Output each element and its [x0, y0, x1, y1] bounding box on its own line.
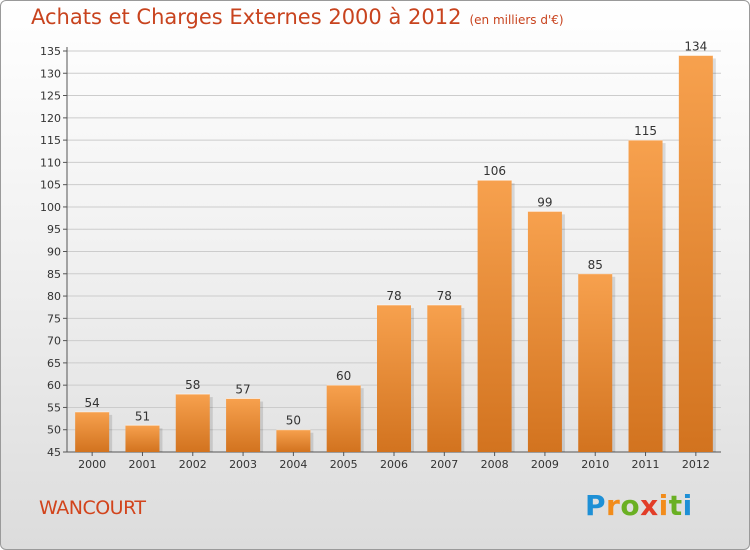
bar [125, 425, 160, 452]
value-label: 58 [185, 378, 200, 392]
bar [477, 180, 512, 452]
y-tick-label: 70 [47, 335, 61, 348]
labels: 54 2000 51 2001 58 2002 57 2003 50 2004 60 2005 78 20… [78, 39, 710, 471]
x-tick-label: 2004 [279, 458, 307, 471]
x-tick-label: 2009 [531, 458, 559, 471]
bar [226, 398, 261, 452]
axes: 45 50 55 60 65 70 75 80 85 90 95 100 105 110 115 120 125… [40, 45, 721, 459]
bar [527, 211, 562, 452]
value-label: 106 [483, 164, 506, 178]
y-tick-label: 45 [47, 446, 61, 459]
chart-title-text: Achats et Charges Externes 2000 à 2012 [31, 5, 462, 29]
location-name: WANCOURT [39, 497, 146, 519]
bar [276, 429, 311, 452]
y-tick-label: 100 [40, 201, 61, 214]
y-tick-label: 125 [40, 90, 61, 103]
value-label: 60 [336, 369, 351, 383]
bar [377, 304, 411, 452]
value-label: 78 [437, 289, 452, 303]
y-tick-label: 65 [47, 357, 61, 370]
bar [326, 385, 361, 452]
y-tick-label: 105 [40, 179, 61, 192]
y-tick-label: 130 [40, 67, 61, 80]
x-tick-label: 2010 [581, 458, 609, 471]
value-label: 78 [386, 289, 401, 303]
y-tick-label: 110 [40, 156, 61, 169]
x-tick-label: 2000 [78, 458, 106, 471]
y-tick-label: 115 [40, 134, 61, 147]
x-tick-label: 2003 [229, 458, 257, 471]
bars [75, 54, 716, 452]
bar [678, 55, 713, 452]
value-label: 57 [235, 383, 250, 397]
bar [75, 411, 110, 452]
y-tick-label: 95 [47, 223, 61, 236]
y-tick-label: 55 [47, 401, 61, 414]
bar [175, 394, 210, 452]
bar [427, 304, 462, 452]
value-label: 85 [588, 258, 603, 272]
y-tick-label: 60 [47, 379, 61, 392]
y-tick-label: 75 [47, 312, 61, 325]
x-tick-label: 2007 [430, 458, 458, 471]
y-tick-label: 135 [40, 45, 61, 58]
x-tick-label: 2011 [632, 458, 660, 471]
value-label: 51 [135, 409, 150, 423]
x-tick-label: 2001 [128, 458, 156, 471]
bar [628, 140, 663, 452]
x-tick-label: 2006 [380, 458, 408, 471]
value-label: 115 [634, 124, 657, 138]
value-label: 134 [684, 39, 707, 53]
x-tick-label: 2002 [179, 458, 207, 471]
value-label: 54 [85, 396, 100, 410]
x-tick-label: 2012 [682, 458, 710, 471]
y-tick-label: 80 [47, 290, 61, 303]
chart-unit: (en milliers d'€) [469, 13, 564, 27]
y-tick-label: 85 [47, 268, 61, 281]
x-tick-label: 2005 [330, 458, 358, 471]
chart-title: Achats et Charges Externes 2000 à 2012 (e… [31, 5, 564, 29]
x-tick-label: 2008 [481, 458, 509, 471]
value-label: 99 [537, 195, 552, 209]
bar [578, 273, 613, 452]
proxiti-logo: Proxiti [585, 489, 693, 522]
value-label: 50 [286, 414, 301, 428]
y-tick-label: 120 [40, 112, 61, 125]
y-tick-label: 50 [47, 424, 61, 437]
y-tick-label: 90 [47, 246, 61, 259]
